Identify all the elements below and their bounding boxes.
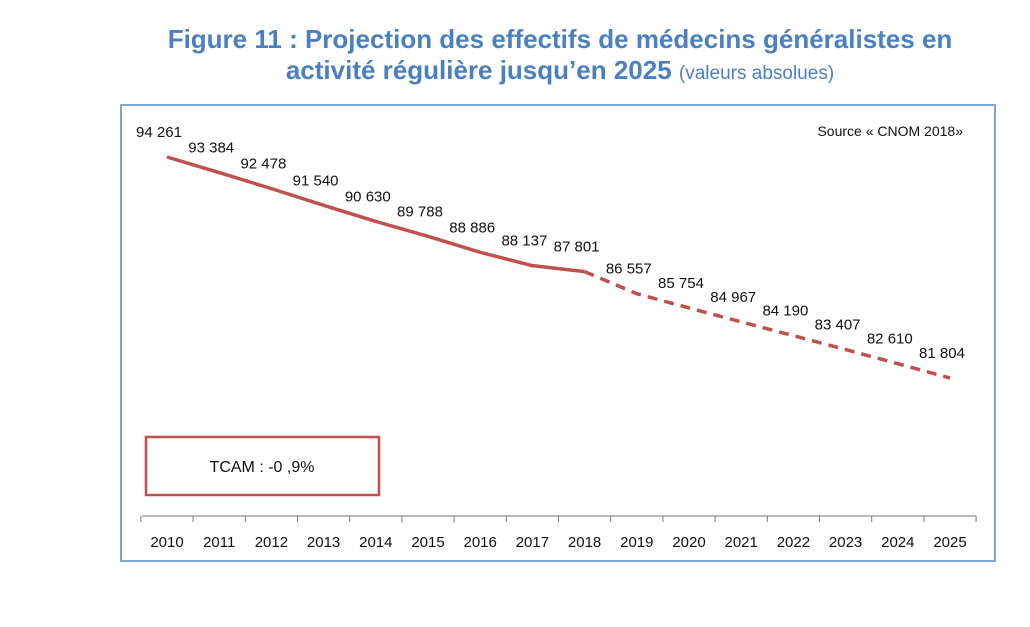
chart-title: Figure 11 : Projection des effectifs de …: [0, 24, 1030, 89]
tcam-box: [144, 435, 381, 497]
data-label-2020: 85 754: [658, 275, 704, 292]
x-tick-label-2019: 2019: [620, 534, 653, 551]
x-tick-label-2014: 2014: [359, 534, 392, 551]
data-label-2018: 87 801: [554, 239, 600, 256]
x-tick-label-2012: 2012: [255, 534, 288, 551]
x-tick-label-2024: 2024: [881, 534, 914, 551]
data-labels: 94 261 93 384 92 478 91 540 90 630 89 788 88 8…: [136, 124, 965, 362]
data-label-2023: 83 407: [815, 317, 861, 334]
x-tick-label-2016: 2016: [464, 534, 497, 551]
x-axis: 2010 2011 2012 2013 2014 2015 2016 2017 2018 2019…: [140, 515, 977, 551]
chart-frame: [120, 104, 996, 562]
x-tick-label-2021: 2021: [725, 534, 758, 551]
title-line-2: activité régulière jusqu’en 2025 (valeur…: [0, 55, 1030, 89]
series-line-projection: [583, 269, 951, 380]
source-label: Source « CNOM 2018»: [817, 123, 963, 139]
data-label-2022: 84 190: [762, 303, 808, 320]
series-line: [166, 155, 951, 380]
x-tick-label-2017: 2017: [516, 534, 549, 551]
data-label-2024: 82 610: [867, 331, 913, 348]
data-label-2025: 81 804: [919, 345, 965, 362]
data-label-2017: 88 137: [501, 233, 547, 250]
tcam-label: TCAM : -0 ,9%: [210, 459, 315, 476]
x-tick-label-2011: 2011: [203, 534, 235, 551]
data-label-2014: 90 630: [345, 188, 391, 205]
x-tick-label-2025: 2025: [933, 534, 966, 551]
title-line-2-main: activité régulière jusqu’en 2025: [285, 55, 672, 85]
data-label-2016: 88 886: [449, 219, 495, 236]
x-tick-label-2013: 2013: [307, 534, 340, 551]
data-label-2015: 89 788: [397, 203, 443, 220]
x-tick-label-2010: 2010: [150, 534, 183, 551]
series-line-actual: [166, 155, 585, 274]
data-label-2021: 84 967: [710, 289, 756, 306]
x-tick-label-2022: 2022: [777, 534, 810, 551]
title-line-1: Figure 11 : Projection des effectifs de …: [167, 24, 953, 54]
x-tick-label-2015: 2015: [411, 534, 444, 551]
x-tick-label-2020: 2020: [672, 534, 705, 551]
data-label-2012: 92 478: [240, 156, 286, 173]
title-subtitle: (valeurs absolues): [678, 63, 835, 84]
data-label-2019: 86 557: [606, 261, 652, 278]
data-label-2011: 93 384: [188, 140, 234, 157]
x-tick-label-2023: 2023: [829, 534, 862, 551]
x-tick-label-2018: 2018: [568, 534, 601, 551]
data-label-2010: 94 261: [136, 124, 182, 141]
data-label-2013: 91 540: [293, 172, 339, 189]
